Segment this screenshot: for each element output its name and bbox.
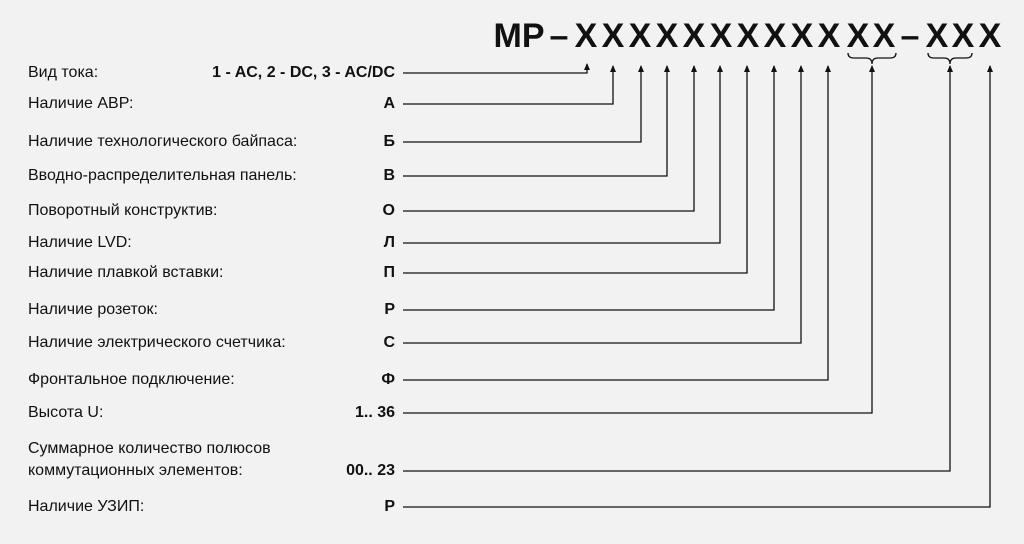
row-label: Наличие LVD: bbox=[28, 234, 132, 251]
row-label: Поворотный конструктив: bbox=[28, 202, 218, 219]
code-letter: X bbox=[628, 17, 652, 55]
row-value: О bbox=[382, 202, 395, 219]
brace-1 bbox=[847, 52, 897, 65]
code-prefix: MP bbox=[493, 17, 545, 55]
code-letter: X bbox=[601, 17, 625, 55]
row-label: Наличие АВР: bbox=[28, 95, 134, 112]
code-letter: X bbox=[978, 17, 1002, 55]
row-label: Фронтальное подключение: bbox=[28, 371, 235, 388]
row-value: Б bbox=[383, 133, 396, 150]
row-value: П bbox=[383, 264, 396, 281]
row-label-line1: Суммарное количество полюсов bbox=[28, 440, 271, 457]
row-label: Наличие розеток: bbox=[28, 301, 158, 318]
code-letter: X bbox=[790, 17, 814, 55]
code-letter: X bbox=[574, 17, 598, 55]
row-value: 1.. 36 bbox=[354, 404, 395, 421]
brace-2 bbox=[927, 52, 973, 65]
row-value: Р bbox=[384, 498, 395, 515]
row-label: Наличие УЗИП: bbox=[28, 498, 145, 515]
code-dash: – bbox=[549, 17, 569, 55]
code-letter: X bbox=[925, 17, 949, 55]
code-letter: X bbox=[846, 17, 870, 55]
row-value: 00.. 23 bbox=[346, 462, 395, 479]
code-letter: X bbox=[763, 17, 787, 55]
code-letter: X bbox=[655, 17, 679, 55]
code-letter: X bbox=[682, 17, 706, 55]
row-label: Вводно-распределительная панель: bbox=[28, 167, 297, 184]
row-label: Наличие плавкой вставки: bbox=[28, 264, 224, 281]
code-letter: X bbox=[951, 17, 975, 55]
code-dash: – bbox=[900, 17, 920, 55]
row-value: Ф bbox=[381, 371, 395, 388]
row-label-line2: коммутационных элементов: bbox=[28, 462, 243, 479]
code-letter: X bbox=[817, 17, 841, 55]
row-label: Высота U: bbox=[28, 404, 104, 421]
row-value: 1 - AC, 2 - DC, 3 - AC/DC bbox=[212, 64, 395, 81]
model-code: MP – X X X X X X X X X X X X – X X X bbox=[0, 14, 1024, 58]
code-letter: X bbox=[736, 17, 760, 55]
row-label: Наличие электрического счетчика: bbox=[28, 334, 286, 351]
code-letter: X bbox=[709, 17, 733, 55]
row-label: Наличие технологического байпаса: bbox=[28, 133, 298, 150]
code-letter: X bbox=[872, 17, 896, 55]
row-value: В bbox=[383, 167, 395, 184]
row-label: Вид тока: bbox=[28, 64, 99, 81]
row-value: А bbox=[383, 95, 395, 112]
row-value: С bbox=[383, 334, 395, 351]
row-value: Р bbox=[384, 301, 395, 318]
row-value: Л bbox=[383, 234, 395, 251]
